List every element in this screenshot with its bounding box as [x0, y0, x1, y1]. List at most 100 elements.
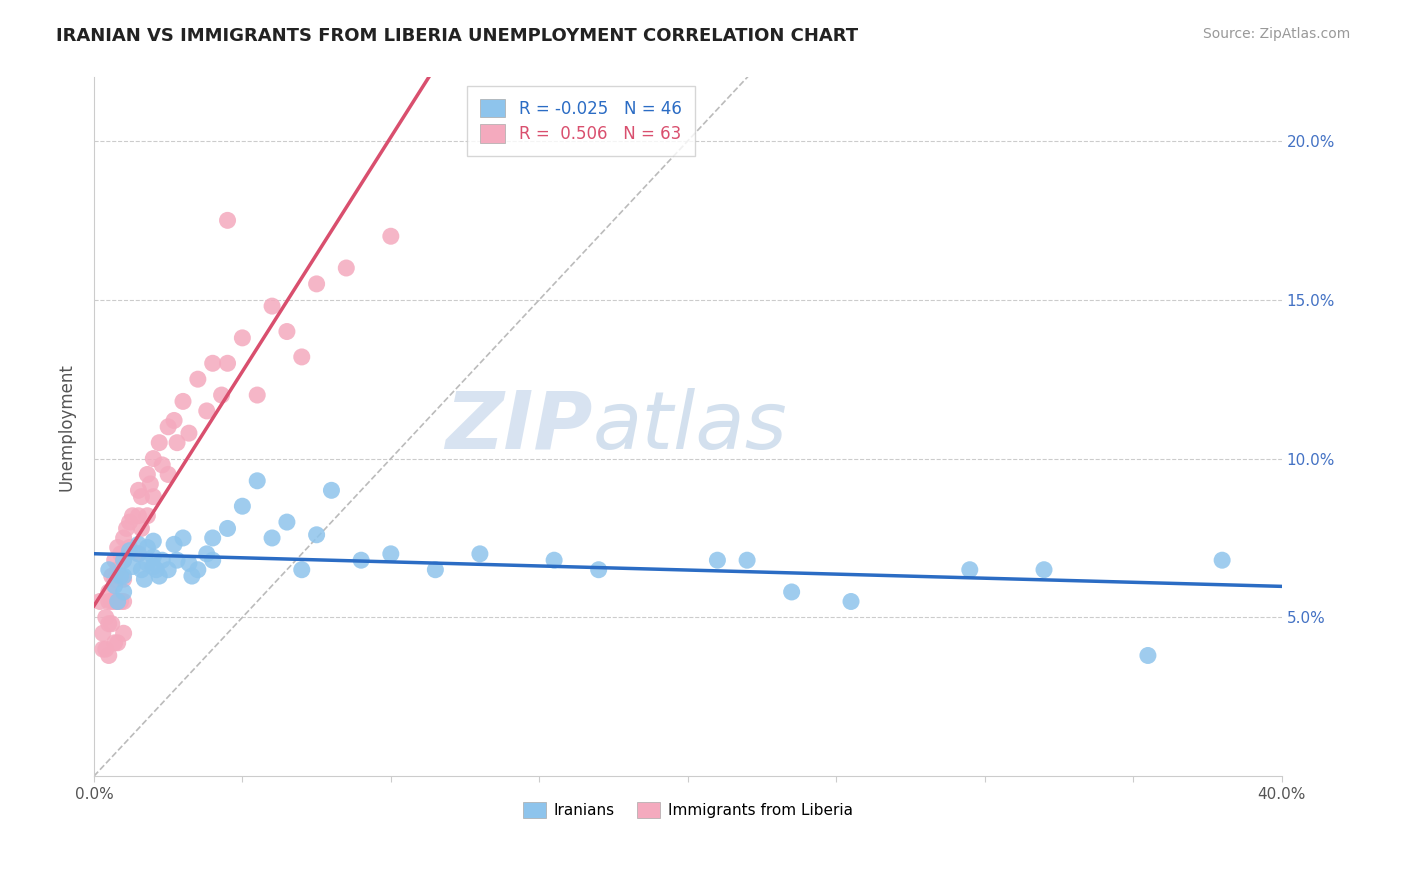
- Point: [97, 648, 120, 663]
- Point: [217, 213, 239, 227]
- Point: [276, 325, 298, 339]
- Point: [110, 594, 132, 608]
- Point: [142, 534, 165, 549]
- Point: [107, 636, 129, 650]
- Point: [97, 594, 120, 608]
- Point: [350, 553, 373, 567]
- Point: [157, 419, 180, 434]
- Point: [588, 563, 610, 577]
- Point: [100, 616, 122, 631]
- Point: [104, 579, 127, 593]
- Point: [107, 563, 129, 577]
- Point: [305, 277, 328, 291]
- Point: [94, 610, 117, 624]
- Point: [94, 642, 117, 657]
- Point: [195, 404, 218, 418]
- Point: [89, 594, 111, 608]
- Point: [91, 626, 114, 640]
- Point: [91, 642, 114, 657]
- Point: [231, 499, 253, 513]
- Point: [127, 537, 149, 551]
- Point: [201, 356, 224, 370]
- Point: [187, 563, 209, 577]
- Point: [735, 553, 758, 567]
- Point: [780, 585, 803, 599]
- Point: [543, 553, 565, 567]
- Point: [262, 531, 284, 545]
- Point: [172, 531, 194, 545]
- Point: [142, 451, 165, 466]
- Point: [163, 413, 186, 427]
- Point: [706, 553, 728, 567]
- Point: [131, 521, 153, 535]
- Text: atlas: atlas: [593, 388, 787, 466]
- Point: [172, 394, 194, 409]
- Point: [148, 435, 170, 450]
- Text: IRANIAN VS IMMIGRANTS FROM LIBERIA UNEMPLOYMENT CORRELATION CHART: IRANIAN VS IMMIGRANTS FROM LIBERIA UNEMP…: [56, 27, 859, 45]
- Point: [380, 229, 402, 244]
- Point: [112, 572, 135, 586]
- Text: Source: ZipAtlas.com: Source: ZipAtlas.com: [1202, 27, 1350, 41]
- Point: [1211, 553, 1233, 567]
- Point: [166, 553, 188, 567]
- Point: [104, 572, 127, 586]
- Point: [112, 585, 135, 599]
- Point: [136, 557, 159, 571]
- Point: [305, 528, 328, 542]
- Point: [118, 543, 141, 558]
- Point: [110, 547, 132, 561]
- Point: [1033, 563, 1056, 577]
- Point: [217, 356, 239, 370]
- Point: [468, 547, 491, 561]
- Point: [112, 569, 135, 583]
- Point: [139, 477, 162, 491]
- Point: [127, 547, 149, 561]
- Point: [150, 458, 173, 472]
- Point: [201, 553, 224, 567]
- Point: [104, 636, 127, 650]
- Point: [100, 594, 122, 608]
- Point: [97, 616, 120, 631]
- Point: [118, 515, 141, 529]
- Point: [107, 541, 129, 555]
- Point: [166, 435, 188, 450]
- Point: [231, 331, 253, 345]
- Point: [157, 563, 180, 577]
- Point: [217, 521, 239, 535]
- Point: [321, 483, 343, 498]
- Point: [136, 467, 159, 482]
- Point: [150, 553, 173, 567]
- Point: [97, 585, 120, 599]
- Point: [142, 559, 165, 574]
- Point: [163, 537, 186, 551]
- Point: [246, 474, 269, 488]
- Point: [145, 563, 167, 577]
- Point: [1136, 648, 1159, 663]
- Point: [115, 521, 138, 535]
- Point: [112, 626, 135, 640]
- Point: [131, 490, 153, 504]
- Point: [112, 531, 135, 545]
- Point: [112, 547, 135, 561]
- Point: [127, 483, 149, 498]
- Point: [100, 569, 122, 583]
- Point: [187, 372, 209, 386]
- Point: [121, 559, 143, 574]
- Point: [104, 594, 127, 608]
- Point: [291, 350, 314, 364]
- Point: [112, 553, 135, 567]
- Point: [380, 547, 402, 561]
- Point: [112, 594, 135, 608]
- Point: [425, 563, 447, 577]
- Point: [262, 299, 284, 313]
- Point: [839, 594, 862, 608]
- Point: [177, 426, 200, 441]
- Point: [211, 388, 233, 402]
- Point: [134, 572, 156, 586]
- Point: [142, 490, 165, 504]
- Point: [335, 260, 357, 275]
- Point: [136, 541, 159, 555]
- Point: [276, 515, 298, 529]
- Point: [127, 547, 149, 561]
- Point: [180, 569, 202, 583]
